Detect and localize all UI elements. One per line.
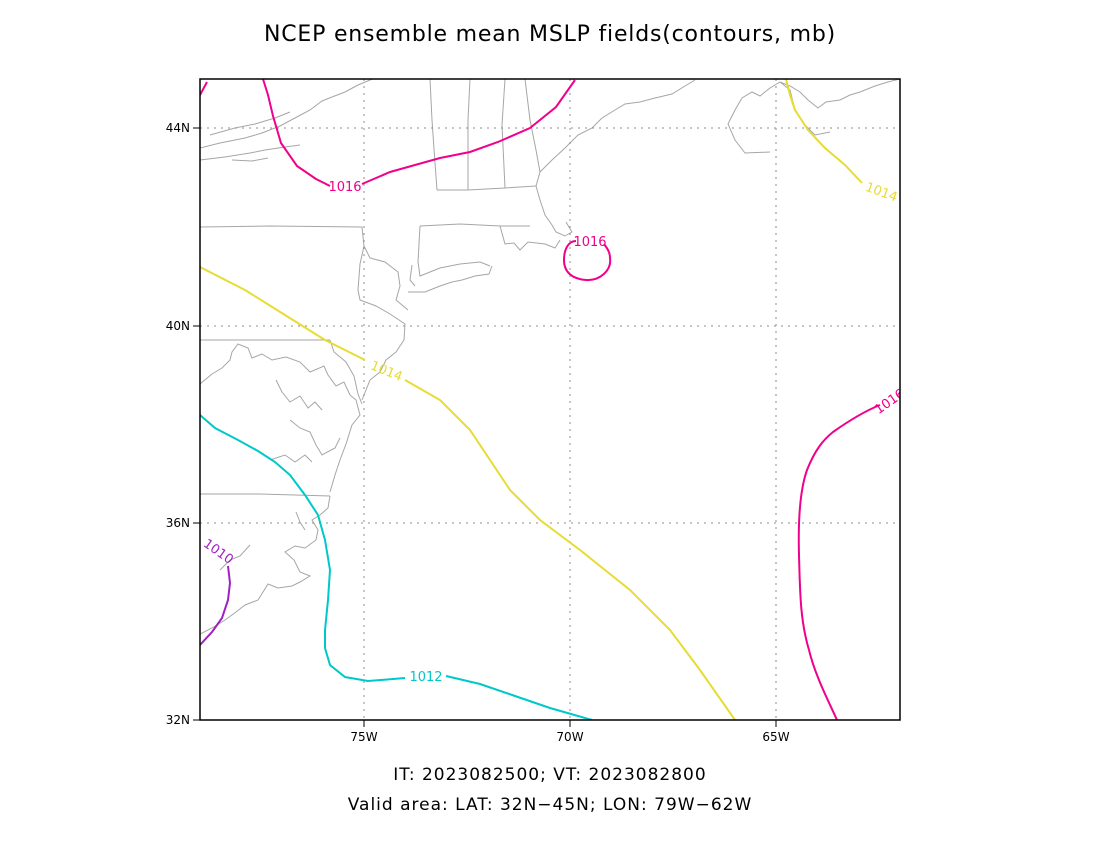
lat-tick-label: 36N [166, 516, 190, 530]
valid-area-info: Valid area: LAT: 32N−45N; LON: 79W−62W [348, 795, 753, 815]
lat-tick-label: 44N [166, 121, 190, 135]
isobar-contours [200, 79, 881, 720]
isobar-1012 [200, 414, 593, 720]
isobar-label-1010: 1010 [200, 536, 236, 567]
isobar-label-1016-north: 1016 [328, 180, 361, 195]
plot-frame [199, 78, 901, 721]
isobar-label-1016-closed: 1016 [573, 235, 606, 250]
map-title: NCEP ensemble mean MSLP fields(contours,… [264, 22, 836, 47]
isobar-label-1014-ne: 1014 [863, 180, 899, 205]
isobar-1016-north [200, 79, 576, 187]
lon-tick-label: 65W [762, 730, 789, 744]
isobar-1016-east [797, 404, 881, 720]
lat-tick-label: 40N [166, 319, 190, 333]
time-info: IT: 2023082500; VT: 2023082800 [393, 765, 706, 785]
isobar-1014-west [200, 266, 736, 720]
graticule [200, 79, 900, 720]
isobar-label-1012: 1012 [409, 670, 442, 685]
lon-tick-label: 75W [350, 730, 377, 744]
isobar-label-1016-east: 1016 [872, 386, 908, 417]
lat-tick-label: 32N [166, 713, 190, 727]
isobar-1010 [200, 565, 232, 646]
longitude-axis: 75W 70W 65W [350, 720, 790, 744]
lon-tick-label: 70W [556, 730, 583, 744]
latitude-axis: 32N 36N 40N 44N [166, 121, 200, 727]
coastlines-and-borders [200, 79, 900, 635]
plot-area: 1016 1016 1016 1014 1014 1012 1010 [200, 79, 908, 720]
isobar-1016-closed [562, 240, 612, 282]
isobar-label-1014-west: 1014 [368, 359, 404, 385]
isobar-1014-ne [785, 79, 863, 184]
